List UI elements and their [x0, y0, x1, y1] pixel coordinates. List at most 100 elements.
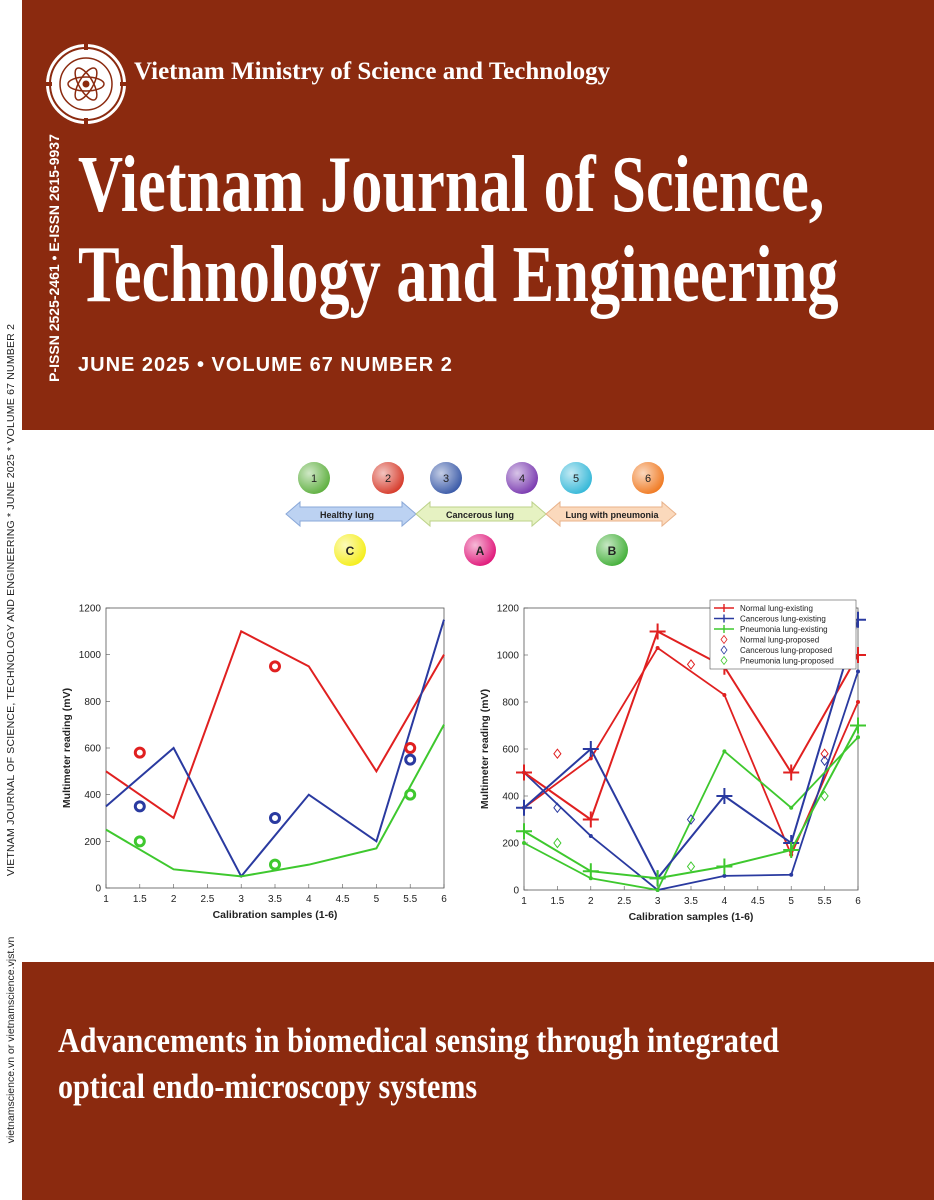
article-title-line1: Advancements in biomedical sensing throu… [58, 1021, 780, 1060]
x-tick-label: 3 [655, 896, 661, 907]
group-letter-b-label: B [608, 544, 617, 558]
diamond-marker [553, 802, 562, 814]
x-tick-label: 2 [171, 894, 177, 905]
y-axis-label: Multimeter reading (mV) [479, 689, 491, 809]
sample-circle-1: 1 [298, 462, 330, 494]
circle-marker [404, 753, 417, 766]
sample-circle-3-label: 3 [443, 473, 449, 485]
data-point [588, 756, 593, 761]
plus-marker [850, 717, 866, 734]
legend-marker [714, 604, 734, 612]
circle-marker [404, 788, 417, 801]
x-tick-label: 2 [588, 896, 594, 907]
x-tick-label: 1 [103, 894, 109, 905]
diamond-marker [686, 861, 696, 872]
data-point [588, 833, 593, 838]
y-tick-label: 0 [513, 886, 519, 897]
legend-entry: Normal lung-proposed [740, 636, 819, 645]
lung-sample-diagram: 1 2 3 4 5 6 Healthy lung Cancerous lung … [285, 462, 677, 566]
y-tick-label: 600 [84, 744, 101, 755]
data-point [655, 888, 660, 892]
data-point [722, 749, 727, 754]
arrow-cancerous-lung: Cancerous lung [415, 500, 547, 528]
y-tick-label: 200 [84, 837, 101, 848]
legend-entry: Pneumonia lung-existing [740, 625, 828, 634]
diamond-marker [553, 837, 562, 849]
ministry-name: Vietnam Ministry of Science and Technolo… [134, 58, 611, 85]
x-tick-label: 3.5 [684, 896, 698, 907]
series-line [105, 619, 445, 879]
y-tick-label: 800 [502, 698, 519, 709]
legend-marker [720, 645, 728, 655]
x-tick-label: 5.5 [403, 894, 417, 905]
group-letter-c-label: C [346, 544, 355, 558]
data-point [789, 872, 794, 877]
legend-entry: Cancerous lung-existing [740, 615, 826, 624]
x-tick-label: 4.5 [336, 894, 350, 905]
chart-left: 1 1.5 2 2.5 3 3.5 4 4.5 5 5.5 6 0 200 400 600 800 1000 12… [61, 604, 447, 922]
group-letter-b: B [596, 534, 628, 566]
y-tick-label: 1200 [497, 604, 520, 615]
header-band [0, 0, 934, 430]
x-tick-label: 1.5 [550, 896, 564, 907]
sample-circle-6-label: 6 [645, 473, 651, 485]
series-line [523, 725, 859, 880]
data-point [655, 645, 660, 650]
x-tick-label: 2.5 [200, 894, 214, 905]
footer-band [0, 962, 934, 1200]
diamond-marker [686, 659, 696, 670]
issn-text: P-ISSN 2525-2461 • E-ISSN 2615-9937 [46, 134, 62, 382]
sample-circle-2-label: 2 [385, 473, 391, 485]
plus-marker [716, 858, 733, 875]
circle-marker [133, 835, 146, 848]
legend-marker [720, 634, 728, 645]
arrow-cancerous-lung-label: Cancerous lung [446, 510, 514, 520]
data-point [522, 841, 526, 845]
plus-marker [516, 799, 532, 816]
journal-title: Vietnam Journal of Science, Technology a… [78, 140, 839, 320]
diamond-marker [820, 790, 829, 802]
sample-circle-4: 4 [506, 462, 538, 494]
y-axis-label: Multimeter reading (mV) [61, 688, 73, 808]
series-line-proposed [523, 671, 859, 891]
x-tick-label: 1.5 [133, 894, 147, 905]
y-tick-label: 800 [84, 697, 101, 708]
diamond-marker [553, 748, 562, 760]
plus-marker [649, 870, 666, 887]
arrow-healthy-lung: Healthy lung [285, 500, 417, 528]
x-tick-label: 1 [521, 896, 527, 907]
legend-entry: Cancerous lung-proposed [740, 646, 832, 655]
x-axis-label: Calibration samples (1-6) [629, 911, 754, 923]
diamond-marker [820, 755, 829, 767]
data-point [856, 700, 860, 704]
x-tick-label: 4 [306, 894, 312, 905]
circle-marker [133, 746, 146, 759]
plus-marker [582, 741, 599, 757]
legend-marker [714, 625, 734, 633]
x-tick-label: 6 [441, 894, 447, 905]
y-tick-label: 1200 [79, 604, 102, 615]
circle-marker [269, 858, 281, 871]
x-axis-label: Calibration samples (1-6) [213, 909, 338, 921]
plus-marker [783, 764, 800, 781]
y-tick-label: 200 [502, 839, 519, 850]
issue-info: JUNE 2025 • VOLUME 67 NUMBER 2 [78, 354, 453, 376]
y-tick-label: 0 [95, 884, 101, 895]
circle-marker [133, 800, 146, 813]
x-tick-label: 3.5 [268, 894, 282, 905]
journal-title-line2: Technology and Engineering [78, 231, 839, 319]
x-tick-label: 4 [722, 896, 728, 907]
series-line [523, 619, 859, 881]
series-line [523, 630, 859, 822]
sample-circle-6: 6 [632, 462, 664, 494]
x-tick-label: 5 [788, 896, 794, 907]
legend [709, 599, 857, 670]
x-tick-label: 5 [374, 894, 380, 905]
sample-circle-4-label: 4 [519, 473, 525, 485]
article-title-line2: optical endo-microscopy systems [58, 1067, 478, 1106]
legend-entry: Pneumonia lung-proposed [740, 657, 834, 666]
legend-entry: Normal lung-existing [740, 604, 813, 613]
legend-marker [720, 655, 728, 666]
series-line [105, 629, 445, 820]
x-tick-label: 2.5 [617, 896, 631, 907]
